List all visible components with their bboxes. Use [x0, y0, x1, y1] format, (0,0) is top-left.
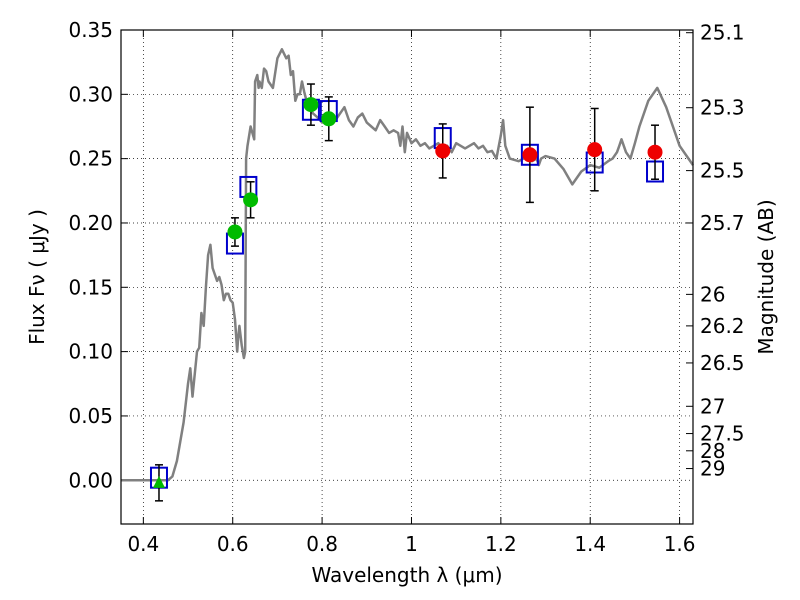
- x-tick-label: 0.4: [127, 532, 159, 556]
- x-tick-label: 0.6: [217, 532, 249, 556]
- y-tick-label: 0.05: [68, 404, 113, 428]
- x-tick-label: 1.2: [485, 532, 517, 556]
- x-axis: 0.4 0.6 0.8 1 1.2 1.4 1.6: [127, 30, 696, 556]
- plot-area: [121, 48, 695, 502]
- magnitude-tick-label: 25.3: [700, 96, 745, 120]
- x-axis-label: Wavelength λ (μm): [311, 563, 502, 587]
- observed-nir-point: [435, 143, 451, 159]
- x-tick-label: 0.8: [306, 532, 338, 556]
- y-axis-label: Flux Fν ( μJy ): [25, 209, 49, 345]
- observed-upper-limit-marker: [152, 475, 165, 488]
- plot-frame: [120, 29, 694, 525]
- magnitude-tick-label: 26.5: [700, 351, 745, 375]
- magnitude-tick-label: 27.5: [700, 422, 745, 446]
- magnitude-tick-label: 25.5: [700, 159, 745, 183]
- magnitude-tick-label: 25.1: [700, 21, 745, 45]
- y-tick-label: 0.20: [68, 211, 113, 235]
- magnitude-tick-label: 26: [700, 282, 725, 306]
- observed-optical-point: [243, 192, 259, 208]
- y-tick-label: 0.00: [68, 468, 113, 492]
- x-tick-label: 1.6: [664, 532, 696, 556]
- magnitude-tick-label: 27: [700, 394, 725, 418]
- observed-optical-point: [321, 111, 337, 127]
- y-axis: 0.00 0.05 0.10 0.15 0.20 0.25 0.30 0.35: [68, 18, 128, 492]
- magnitude-tick-label: 25.7: [700, 211, 745, 235]
- magnitude-tick-label: 29: [700, 457, 725, 481]
- y-tick-label: 0.25: [68, 147, 113, 171]
- y-tick-label: 0.15: [68, 275, 113, 299]
- observed-nir-point: [647, 144, 663, 160]
- x-tick-label: 1: [405, 532, 418, 556]
- sed-model-line: [121, 48, 695, 482]
- x-tick-label: 1.4: [574, 532, 606, 556]
- magnitude-tick-label: 28: [700, 439, 725, 463]
- magnitude-tick-label: 26.2: [700, 314, 745, 338]
- y-tick-label: 0.30: [68, 82, 113, 106]
- observed-optical-point: [227, 224, 243, 240]
- observed-nir-point: [587, 142, 603, 158]
- y-tick-label: 0.10: [68, 340, 113, 364]
- right-axis-label: Magnitude (AB): [754, 199, 778, 354]
- observed-optical-point: [303, 97, 319, 113]
- y-tick-label: 0.35: [68, 18, 113, 42]
- observed-nir-point: [522, 147, 538, 163]
